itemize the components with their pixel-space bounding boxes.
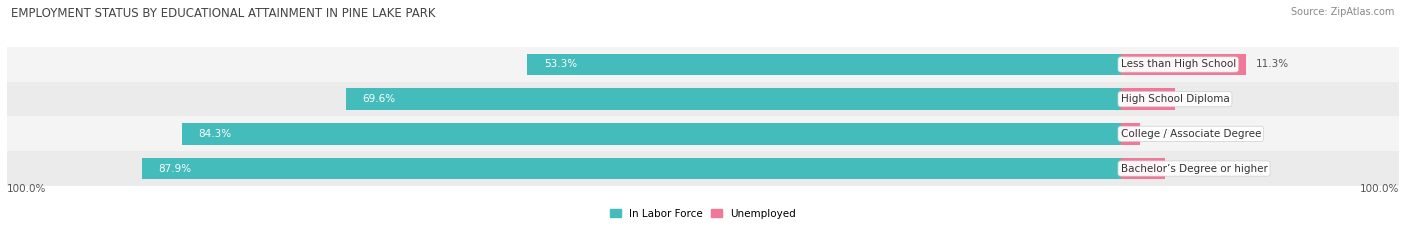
Text: Source: ZipAtlas.com: Source: ZipAtlas.com	[1291, 7, 1395, 17]
Bar	[7, 47, 1399, 82]
Bar	[7, 151, 1399, 186]
Bar	[7, 116, 1399, 151]
Text: 4.9%: 4.9%	[1184, 94, 1211, 104]
Text: 11.3%: 11.3%	[1256, 59, 1288, 69]
Text: Bachelor’s Degree or higher: Bachelor’s Degree or higher	[1121, 164, 1267, 174]
Text: 100.0%: 100.0%	[7, 184, 46, 194]
Text: 4.0%: 4.0%	[1174, 164, 1201, 174]
Text: EMPLOYMENT STATUS BY EDUCATIONAL ATTAINMENT IN PINE LAKE PARK: EMPLOYMENT STATUS BY EDUCATIONAL ATTAINM…	[11, 7, 436, 20]
Bar	[142, 158, 1121, 179]
Text: 87.9%: 87.9%	[159, 164, 191, 174]
Text: High School Diploma: High School Diploma	[1121, 94, 1229, 104]
Text: 84.3%: 84.3%	[198, 129, 232, 139]
Bar	[1121, 54, 1246, 75]
Bar	[1121, 88, 1175, 110]
Text: 69.6%: 69.6%	[363, 94, 395, 104]
Text: 100.0%: 100.0%	[1360, 184, 1399, 194]
Text: Less than High School: Less than High School	[1121, 59, 1236, 69]
Bar	[346, 88, 1121, 110]
Text: 53.3%: 53.3%	[544, 59, 576, 69]
Bar	[1121, 123, 1139, 145]
Legend: In Labor Force, Unemployed: In Labor Force, Unemployed	[610, 209, 796, 219]
Bar	[7, 82, 1399, 116]
Bar	[1121, 158, 1166, 179]
Text: College / Associate Degree: College / Associate Degree	[1121, 129, 1261, 139]
Text: 1.7%: 1.7%	[1149, 129, 1175, 139]
Bar	[181, 123, 1121, 145]
Bar	[527, 54, 1121, 75]
